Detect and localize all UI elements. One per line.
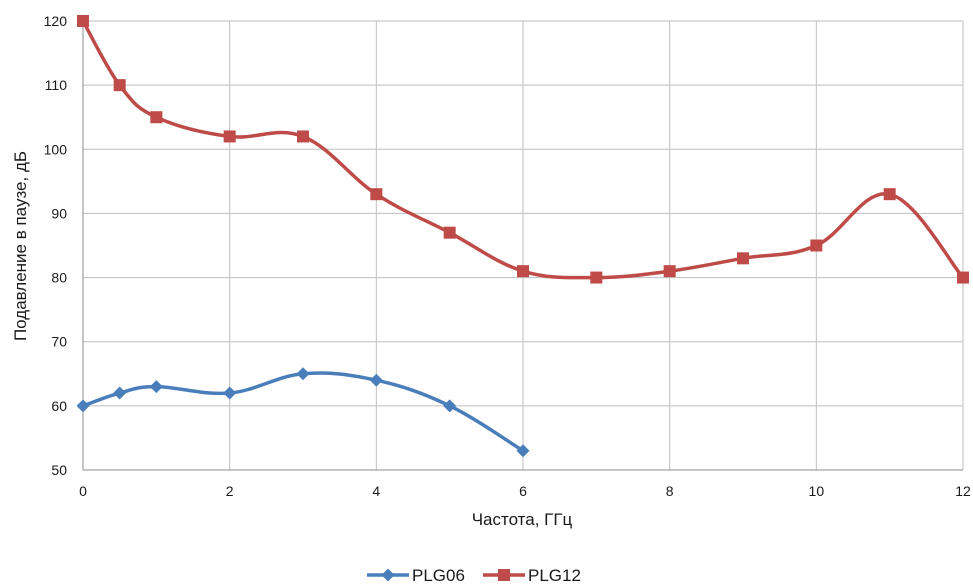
y-tick-label: 80 — [51, 270, 67, 286]
data-point-plg12 — [810, 239, 823, 252]
data-point-plg12 — [590, 271, 603, 284]
y-tick-label: 70 — [51, 334, 67, 350]
data-point-plg12 — [443, 226, 456, 239]
x-tick-label: 6 — [519, 483, 527, 499]
data-point-plg06 — [223, 386, 237, 400]
y-axis-title: Подавление в паузе, дБ — [11, 151, 30, 341]
legend-label-plg12: PLG12 — [528, 566, 581, 585]
grid — [82, 20, 964, 470]
x-tick-label: 4 — [372, 483, 380, 499]
data-point-plg06 — [296, 367, 310, 381]
data-point-plg12 — [77, 15, 89, 27]
data-point-plg12 — [517, 265, 529, 278]
data-point-plg12 — [883, 188, 896, 201]
y-tick-label: 60 — [51, 398, 67, 414]
data-point-plg12 — [223, 130, 236, 143]
data-point-plg06 — [76, 399, 90, 413]
x-axis-title: Частота, ГГц — [472, 510, 573, 529]
data-point-plg12 — [150, 111, 163, 124]
data-point-plg06 — [516, 444, 530, 458]
tick-labels: 50 60 70 80 90 100 110 120 0 2 4 6 8 10 12 — [44, 13, 971, 499]
x-tick-label: 10 — [809, 483, 825, 499]
x-tick-label: 0 — [79, 483, 87, 499]
data-point-plg12 — [297, 130, 309, 143]
legend: PLG06 PLG12 — [367, 566, 581, 585]
data-point-plg12 — [370, 188, 383, 201]
data-point-plg12 — [957, 271, 969, 284]
data-point-plg06 — [113, 386, 127, 400]
series-line-plg06 — [82, 371, 524, 453]
y-tick-label: 120 — [44, 13, 68, 29]
data-point-plg06 — [369, 373, 383, 387]
data-point-plg12 — [113, 79, 126, 92]
y-tick-label: 100 — [44, 141, 68, 157]
y-tick-label: 90 — [51, 205, 67, 221]
x-tick-label: 8 — [666, 483, 674, 499]
legend-label-plg06: PLG06 — [412, 566, 465, 585]
data-point-plg06 — [149, 380, 163, 394]
y-tick-label: 110 — [45, 77, 68, 93]
y-tick-label: 50 — [51, 462, 67, 478]
markers — [76, 15, 969, 458]
legend-marker-plg12 — [498, 569, 510, 581]
data-point-plg12 — [663, 265, 676, 278]
x-tick-label: 2 — [226, 483, 234, 499]
data-point-plg12 — [737, 252, 749, 265]
x-tick-label: 12 — [955, 483, 971, 499]
axes — [82, 21, 963, 471]
legend-marker-plg06 — [381, 568, 395, 582]
data-point-plg06 — [443, 399, 457, 413]
